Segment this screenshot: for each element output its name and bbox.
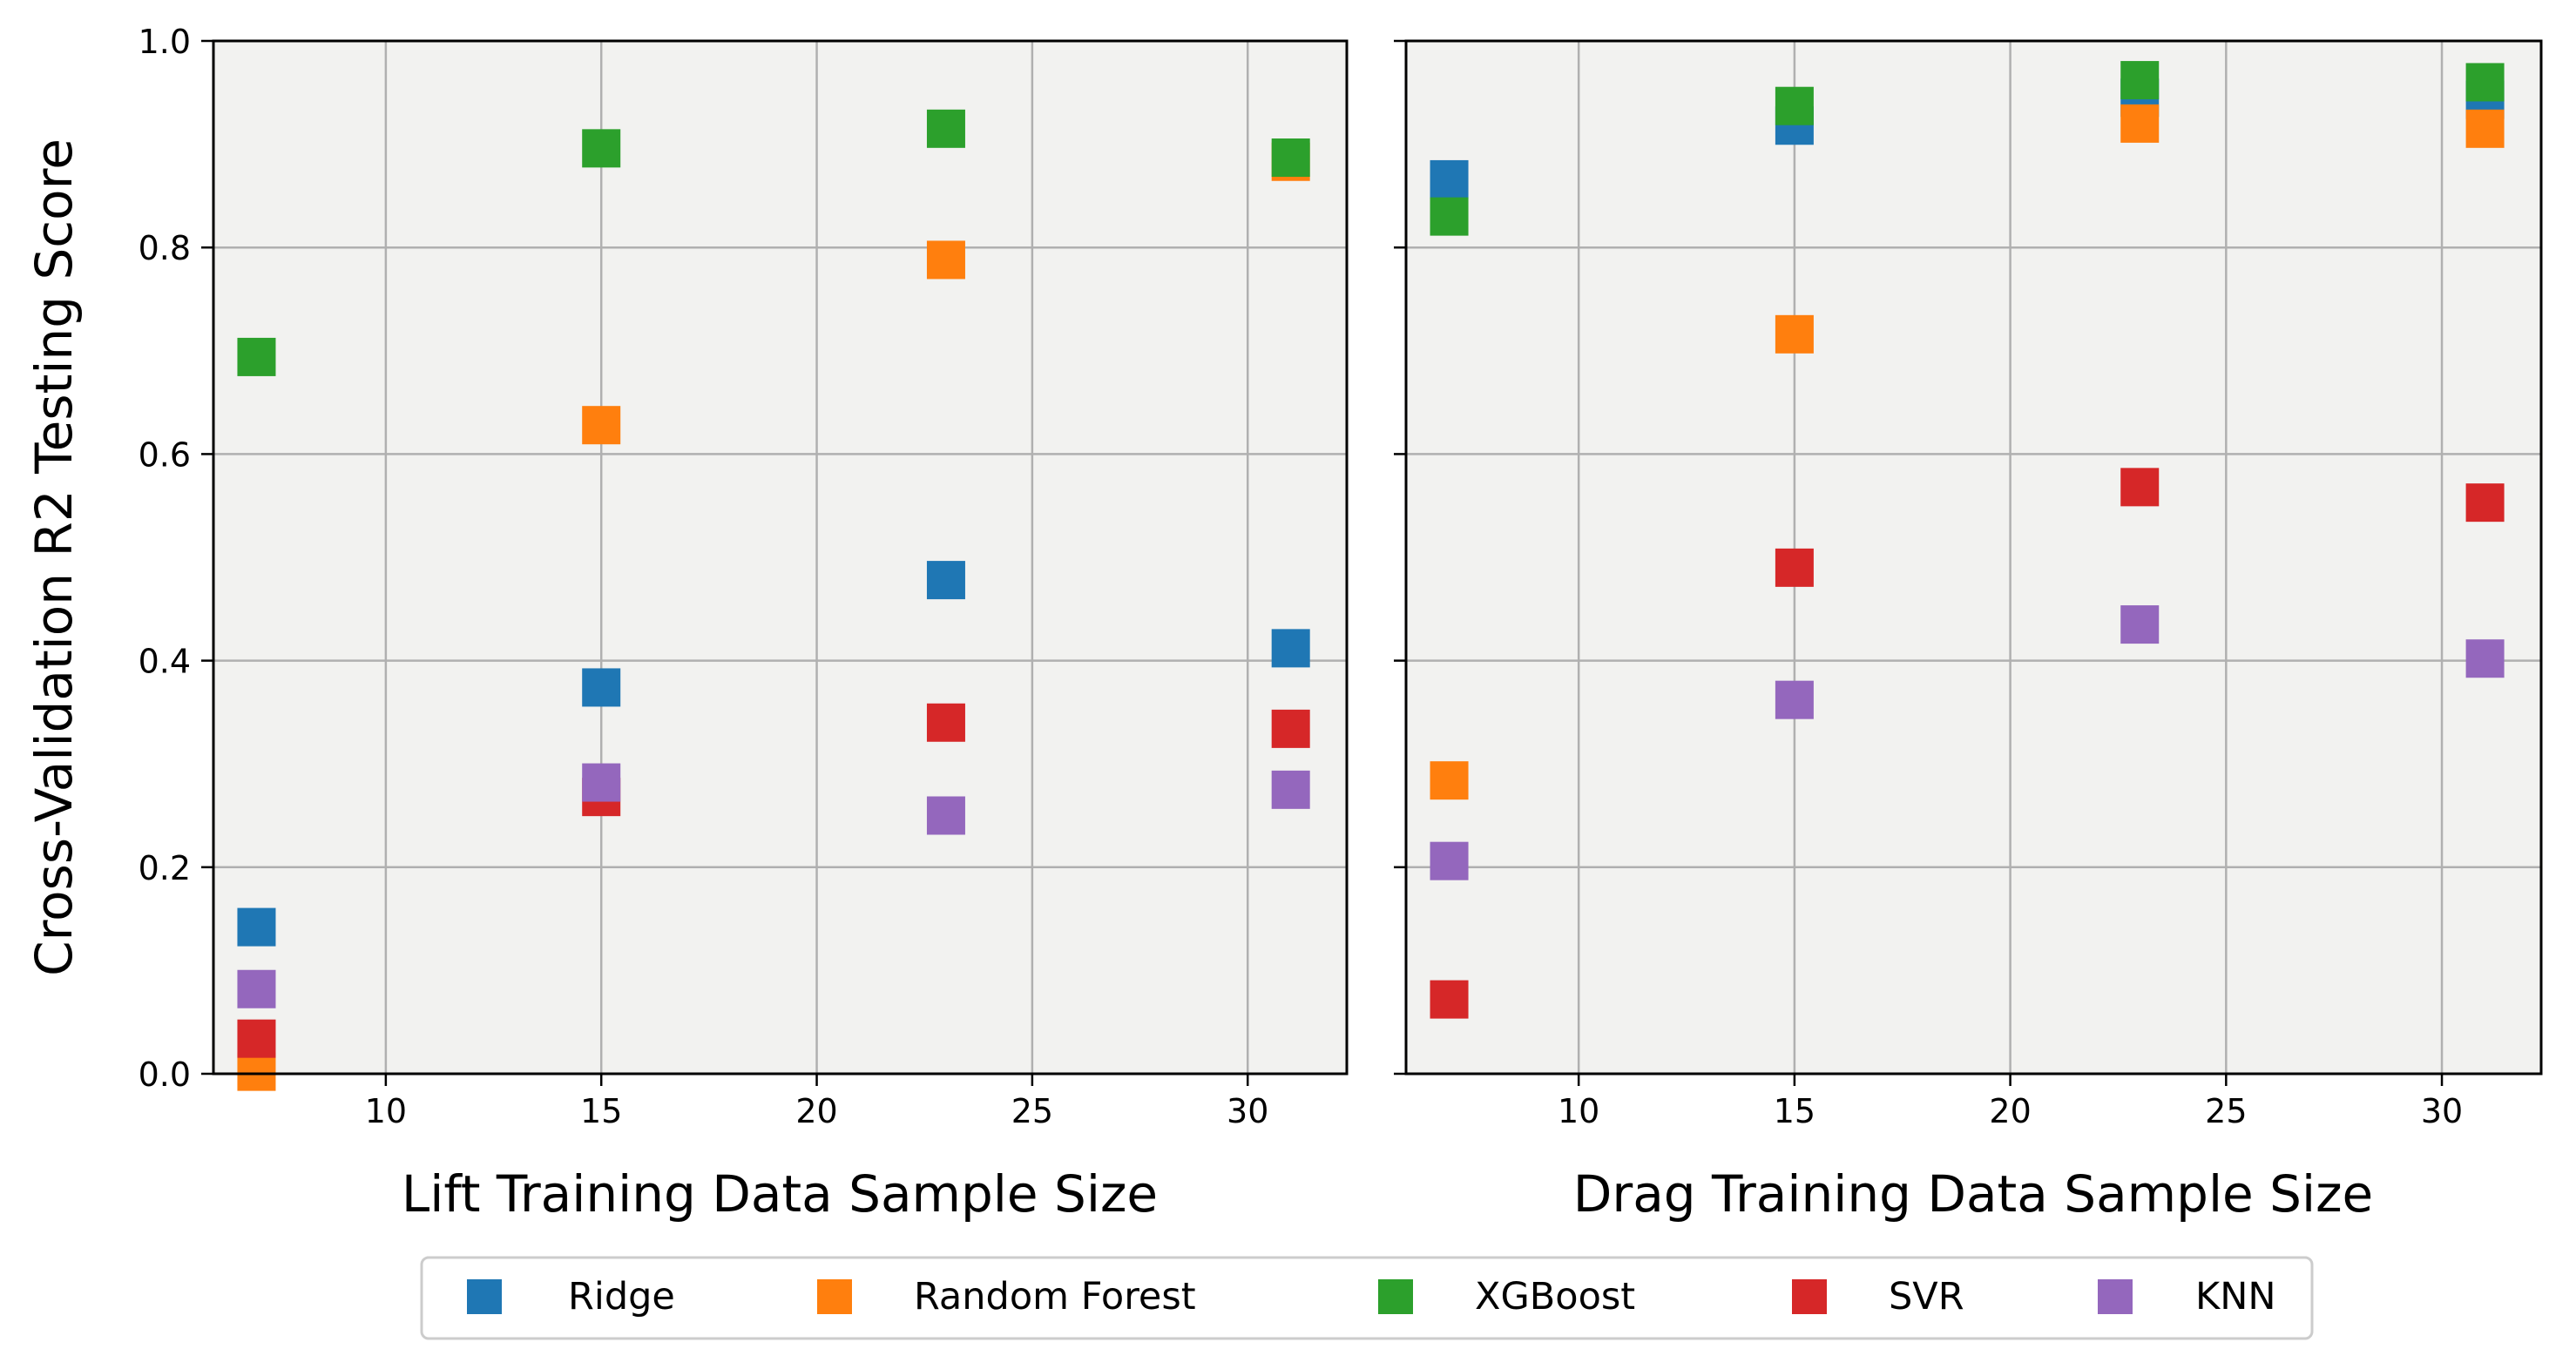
- drag-point-knn: [2465, 639, 2505, 678]
- lift-point-svr: [926, 703, 965, 742]
- drag-x-tick-label: 25: [2205, 1092, 2247, 1130]
- lift-x-tick-label: 15: [580, 1092, 622, 1130]
- lift-point-knn: [582, 763, 621, 802]
- lift-x-tick-label: 30: [1227, 1092, 1268, 1130]
- drag-point-xgboost: [2465, 63, 2505, 102]
- drag-x-tick-label: 10: [1558, 1092, 1599, 1130]
- drag-point-knn: [1775, 680, 1814, 719]
- lift-y-tick-label: 0.2: [139, 849, 191, 887]
- drag-point-random-forest: [2465, 109, 2505, 148]
- lift-point-ridge: [237, 907, 276, 947]
- drag-point-svr: [1430, 980, 1469, 1019]
- drag-frame: [1404, 39, 2543, 1076]
- lift-point-random-forest: [582, 406, 621, 445]
- lift-point-ridge: [1271, 629, 1310, 668]
- legend-label-random-forest: Random Forest: [914, 1275, 1196, 1318]
- lift-x-tick-label: 20: [795, 1092, 837, 1130]
- drag-point-svr: [1775, 548, 1814, 587]
- lift-point-xgboost: [582, 129, 621, 168]
- lift-y-tick-label: 0.4: [139, 643, 191, 681]
- legend-label-knn: KNN: [2195, 1275, 2276, 1318]
- drag-x-tick-label: 30: [2421, 1092, 2463, 1130]
- drag-plot-area: [1406, 41, 2541, 1074]
- lift-point-xgboost: [926, 109, 965, 148]
- legend-marker-xgboost: [1378, 1279, 1413, 1314]
- lift-point-xgboost: [1271, 138, 1310, 178]
- drag-x-tick-label: 20: [1989, 1092, 2031, 1130]
- lift-point-ridge: [926, 561, 965, 600]
- lift-point-random-forest: [926, 240, 965, 280]
- lift-point-svr: [237, 1019, 276, 1058]
- lift-point-svr: [1271, 709, 1310, 748]
- lift-y-tick-label: 0.8: [139, 229, 191, 267]
- y-axis-label: Cross-Validation R2 Testing Score: [24, 138, 84, 976]
- drag-point-random-forest: [1430, 761, 1469, 800]
- lift-point-knn: [926, 796, 965, 835]
- lift-y-tick-label: 0.0: [139, 1055, 191, 1094]
- drag-x-axis-label: Drag Training Data Sample Size: [1573, 1164, 2373, 1224]
- lift-y-tick-label: 0.6: [139, 435, 191, 474]
- legend-marker-svr: [1792, 1279, 1827, 1314]
- drag-ticks: 10 15 20 25 30: [1394, 39, 2463, 1130]
- legend-label-ridge: Ridge: [568, 1275, 675, 1318]
- legend-label-svr: SVR: [1889, 1275, 1964, 1318]
- drag-point-knn: [1430, 841, 1469, 880]
- lift-point-knn: [237, 969, 276, 1008]
- lift-y-tick-label: 1.0: [139, 23, 191, 61]
- lift-ticks: 10 15 20 25 30 0.0 0.2 0.4 0.6 0.8 1.0: [139, 23, 1269, 1130]
- drag-point-xgboost: [2120, 61, 2160, 100]
- lift-x-tick-label: 25: [1011, 1092, 1053, 1130]
- legend: Ridge Random Forest XGBoost SVR KNN: [420, 1256, 2314, 1340]
- lift-points: [237, 109, 1310, 1091]
- legend-marker-knn: [2098, 1279, 2133, 1314]
- legend-label-xgboost: XGBoost: [1475, 1275, 1635, 1318]
- drag-point-svr: [2120, 468, 2160, 507]
- drag-point-xgboost: [1430, 197, 1469, 236]
- lift-plot-area: [213, 41, 1347, 1074]
- lift-point-ridge: [582, 668, 621, 707]
- drag-x-tick-label: 15: [1774, 1092, 1815, 1130]
- legend-marker-ridge: [467, 1279, 502, 1314]
- drag-panel: 10 15 20 25 30 Drag Training Data Sample Siz…: [1394, 39, 2543, 1224]
- drag-points: [1430, 61, 2505, 1019]
- drag-point-knn: [2120, 605, 2160, 644]
- drag-point-random-forest: [2120, 104, 2160, 143]
- lift-x-axis-label: Lift Training Data Sample Size: [402, 1164, 1158, 1224]
- lift-point-random-forest: [237, 1052, 276, 1091]
- legend-marker-random-forest: [817, 1279, 852, 1314]
- drag-point-svr: [2465, 483, 2505, 523]
- drag-point-xgboost: [1775, 86, 1814, 125]
- drag-point-random-forest: [1775, 314, 1814, 354]
- legend-box: [420, 1256, 2314, 1340]
- lift-point-knn: [1271, 770, 1310, 809]
- drag-point-ridge: [1430, 159, 1469, 199]
- lift-point-xgboost: [237, 337, 276, 376]
- lift-x-tick-label: 10: [365, 1092, 407, 1130]
- lift-frame: [212, 39, 1349, 1076]
- lift-panel: 10 15 20 25 30 0.0 0.2 0.4 0.6 0.8 1.0 Lift Traini…: [24, 23, 1349, 1224]
